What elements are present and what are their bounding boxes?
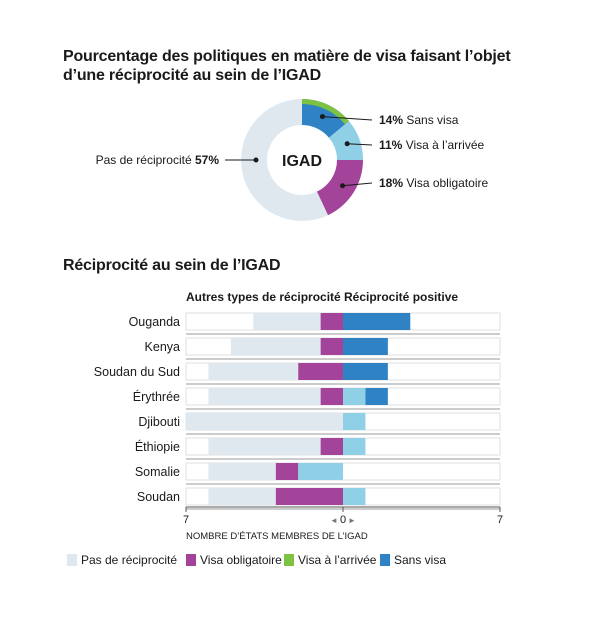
- bar-free: [365, 388, 388, 405]
- bar-obligatory: [298, 363, 343, 380]
- bar-arrival: [343, 488, 366, 505]
- bar-chart-title: Réciprocité au sein de l’IGAD: [63, 257, 281, 274]
- bar-free: [343, 338, 388, 355]
- legend-label-obligatory: Visa obligatoire: [200, 553, 282, 567]
- donut-leader-free: [322, 116, 373, 121]
- bar-none: [253, 313, 321, 330]
- donut-leader-arrival: [347, 143, 373, 146]
- bar-x-tick-label: 0: [340, 514, 346, 526]
- bar-category-label: Éthiopie: [135, 439, 180, 454]
- bar-obligatory: [320, 438, 343, 455]
- bar-right-header: Réciprocité positive: [344, 290, 458, 304]
- legend-label-free: Sans visa: [394, 553, 446, 567]
- bar-arrival: [343, 413, 366, 430]
- bar-x-tick-label: 7: [497, 514, 503, 526]
- donut-label-none: Pas de réciprocité 57%: [96, 153, 220, 167]
- bar-obligatory: [320, 338, 343, 355]
- bar-none: [208, 388, 321, 405]
- bar-arrival: [343, 438, 366, 455]
- bar-axis-label: NOMBRE D’ÉTATS MEMBRES DE L’IGAD: [186, 531, 368, 542]
- donut-label-obligatory: 18% Visa obligatoire: [379, 176, 489, 190]
- donut-slice-obligatory: [316, 160, 363, 216]
- bar-obligatory: [275, 463, 299, 480]
- bar-obligatory: [320, 388, 343, 405]
- bar-none: [208, 463, 276, 480]
- bar-free: [343, 313, 411, 330]
- bar-none: [208, 488, 276, 505]
- bar-arrival: [343, 388, 366, 405]
- bar-category-label: Soudan du Sud: [94, 365, 180, 379]
- bar-x-tick-label: 7: [183, 514, 189, 526]
- donut-chart-title: Pourcentage des politiques en matière de…: [63, 48, 511, 84]
- bar-axis-arrow-right: ►: [348, 516, 356, 525]
- bar-free: [343, 363, 388, 380]
- legend-label-none: Pas de réciprocité: [81, 553, 177, 567]
- donut-label-arrival: 11% Visa à l’arrivée: [379, 138, 485, 152]
- legend-swatch-obligatory: [186, 554, 196, 566]
- donut-slice-arrival: [328, 121, 363, 160]
- bar-obligatory: [320, 313, 343, 330]
- bar-category-label: Djibouti: [138, 415, 180, 429]
- bar-category-label: Kenya: [145, 340, 180, 354]
- donut-slice-free: [302, 99, 350, 138]
- bar-left-header: Autres types de réciprocité: [186, 290, 341, 304]
- legend-label-free_light: Visa à l’arrivée: [298, 553, 377, 567]
- bar-category-label: Érythrée: [133, 389, 180, 404]
- bar-axis-arrow-left: ◄: [330, 516, 338, 525]
- bar-none: [208, 438, 321, 455]
- bar-category-label: Ouganda: [129, 315, 180, 329]
- donut-label-free: 14% Sans visa: [379, 113, 459, 127]
- bar-category-label: Soudan: [137, 490, 180, 504]
- bar-none: [230, 338, 321, 355]
- bar-category-label: Somalie: [135, 465, 180, 479]
- donut-leader-obligatory: [342, 182, 373, 187]
- donut-center-label: IGAD: [282, 153, 322, 170]
- bar-obligatory: [275, 488, 343, 505]
- legend-swatch-free_light: [284, 554, 294, 566]
- bar-arrival_left: [298, 463, 343, 480]
- bar-none: [186, 413, 343, 430]
- donut-slice-free-rim: [302, 99, 350, 125]
- donut-slice-none: [240, 99, 328, 221]
- legend-swatch-free: [380, 554, 390, 566]
- legend-swatch-none: [67, 554, 77, 566]
- bar-none: [208, 363, 299, 380]
